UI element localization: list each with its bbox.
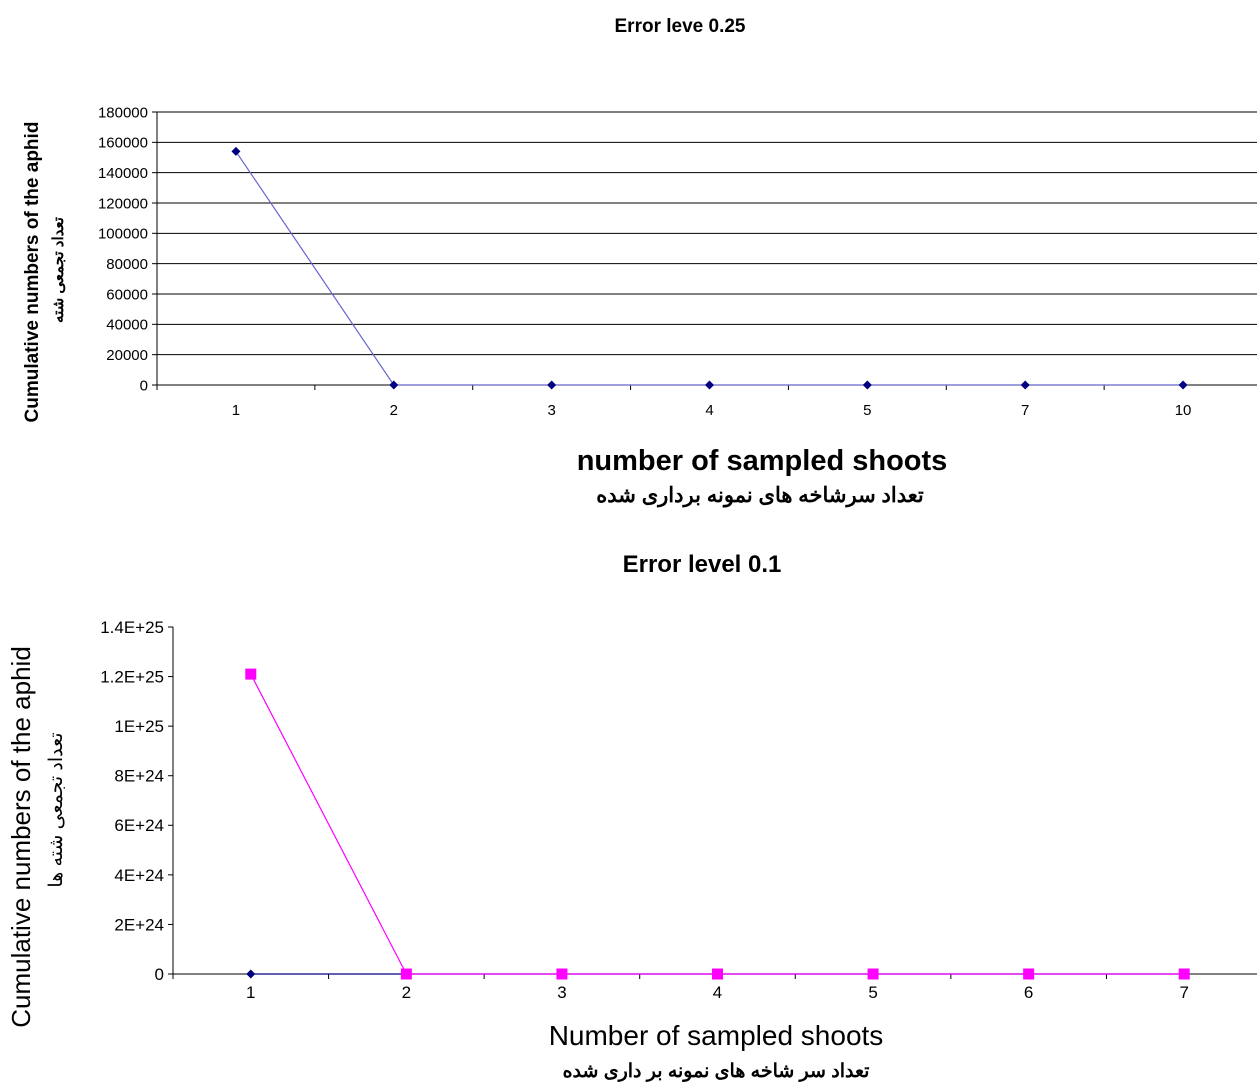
y-tick-label: 160000: [98, 135, 148, 152]
chart-svg: Error level 0.1 Cumulative numbers of th…: [6, 551, 1257, 1082]
data-point: [246, 969, 256, 979]
x-axis-label-fa: تعداد سرشاخه های نمونه برداری شده: [596, 484, 924, 508]
y-tick-label: 140000: [98, 165, 148, 182]
x-tick-label: 3: [547, 402, 555, 419]
y-tick-label: 4E+24: [114, 866, 164, 885]
y-tick-label: 0: [155, 965, 164, 984]
chart-title: Error leve 0.25: [615, 16, 746, 37]
data-point: [1020, 380, 1030, 390]
x-axis-label-fa: تعداد سر شاخه های نمونه بر داری شده: [563, 1061, 870, 1082]
y-tick-label: 180000: [98, 104, 148, 121]
x-tick-label: 3: [557, 983, 566, 1002]
y-tick-label: 1.4E+25: [100, 618, 164, 637]
data-point: [1178, 968, 1190, 980]
data-point: [389, 380, 399, 390]
y-tick-label: 8E+24: [114, 767, 164, 786]
x-tick-label: 4: [713, 983, 722, 1002]
data-point: [400, 968, 412, 980]
x-axis-label: Number of sampled shoots: [549, 1020, 884, 1051]
data-point: [712, 968, 723, 980]
chart-title: Error level 0.1: [623, 551, 782, 578]
y-tick-label: 2E+24: [114, 915, 164, 934]
x-tick-label: 4: [705, 402, 713, 419]
plot-area: 0 20000 40000 60000 80000 100000 120000 140000 1…: [98, 104, 1257, 419]
data-point: [705, 380, 714, 390]
y-axis-title: Cumulative numbers of the aphid تعداد تج…: [22, 122, 67, 423]
y-tick-label: 1.2E+25: [100, 668, 164, 687]
x-tick-label: 2: [402, 983, 411, 1002]
y-tick-label: 40000: [106, 317, 148, 334]
plot-area: 0 2E+24 4E+24 6E+24 8E+24 1E+25 1.2E+25 1.4E+25…: [100, 618, 1257, 1002]
x-tick-label: 5: [863, 402, 871, 419]
x-tick-label: 7: [1021, 402, 1029, 419]
y-tick-label: 0: [140, 377, 148, 394]
x-tick-label: 1: [246, 983, 255, 1002]
x-tick-label: 1: [232, 402, 240, 419]
y-tick-label: 120000: [98, 195, 148, 212]
y-tick-label: 100000: [98, 226, 148, 243]
chart-error-01: Error level 0.1 Cumulative numbers of th…: [0, 540, 1257, 1084]
x-tick-label: 5: [868, 983, 877, 1002]
y-tick-label: 20000: [106, 347, 148, 364]
data-point: [1178, 380, 1188, 390]
data-point: [245, 668, 257, 680]
x-tick-label: 2: [390, 402, 398, 419]
data-point: [231, 146, 241, 156]
chart-error-025: Error leve 0.25 Cumulative numbers of th…: [0, 0, 1257, 520]
y-axis-label-fa: تعداد تجمعی شته ها: [46, 732, 67, 887]
data-point: [556, 968, 568, 980]
x-tick-label: 10: [1175, 402, 1192, 419]
y-tick-label: 80000: [106, 256, 148, 273]
y-axis-label: Cumulative numbers of the aphid: [22, 122, 43, 423]
y-axis-label: Cumulative numbers of the aphid: [6, 646, 36, 1028]
x-axis-label: number of sampled shoots: [577, 445, 948, 477]
series-line: [250, 673, 1185, 975]
y-axis-title: Cumulative numbers of the aphid تعداد تج…: [6, 646, 67, 1028]
chart-svg: Error leve 0.25 Cumulative numbers of th…: [22, 16, 1257, 508]
data-point: [1023, 968, 1035, 980]
data-point: [867, 968, 879, 980]
x-tick-label: 6: [1024, 983, 1033, 1002]
y-tick-label: 1E+25: [114, 717, 164, 736]
series-line: [235, 151, 1184, 386]
y-axis-label-fa: تعداد تجمعی شته: [50, 217, 67, 323]
data-point: [862, 380, 872, 390]
data-point: [547, 380, 557, 390]
x-tick-label: 7: [1179, 983, 1188, 1002]
y-tick-label: 60000: [106, 286, 148, 303]
y-tick-label: 6E+24: [114, 816, 164, 835]
